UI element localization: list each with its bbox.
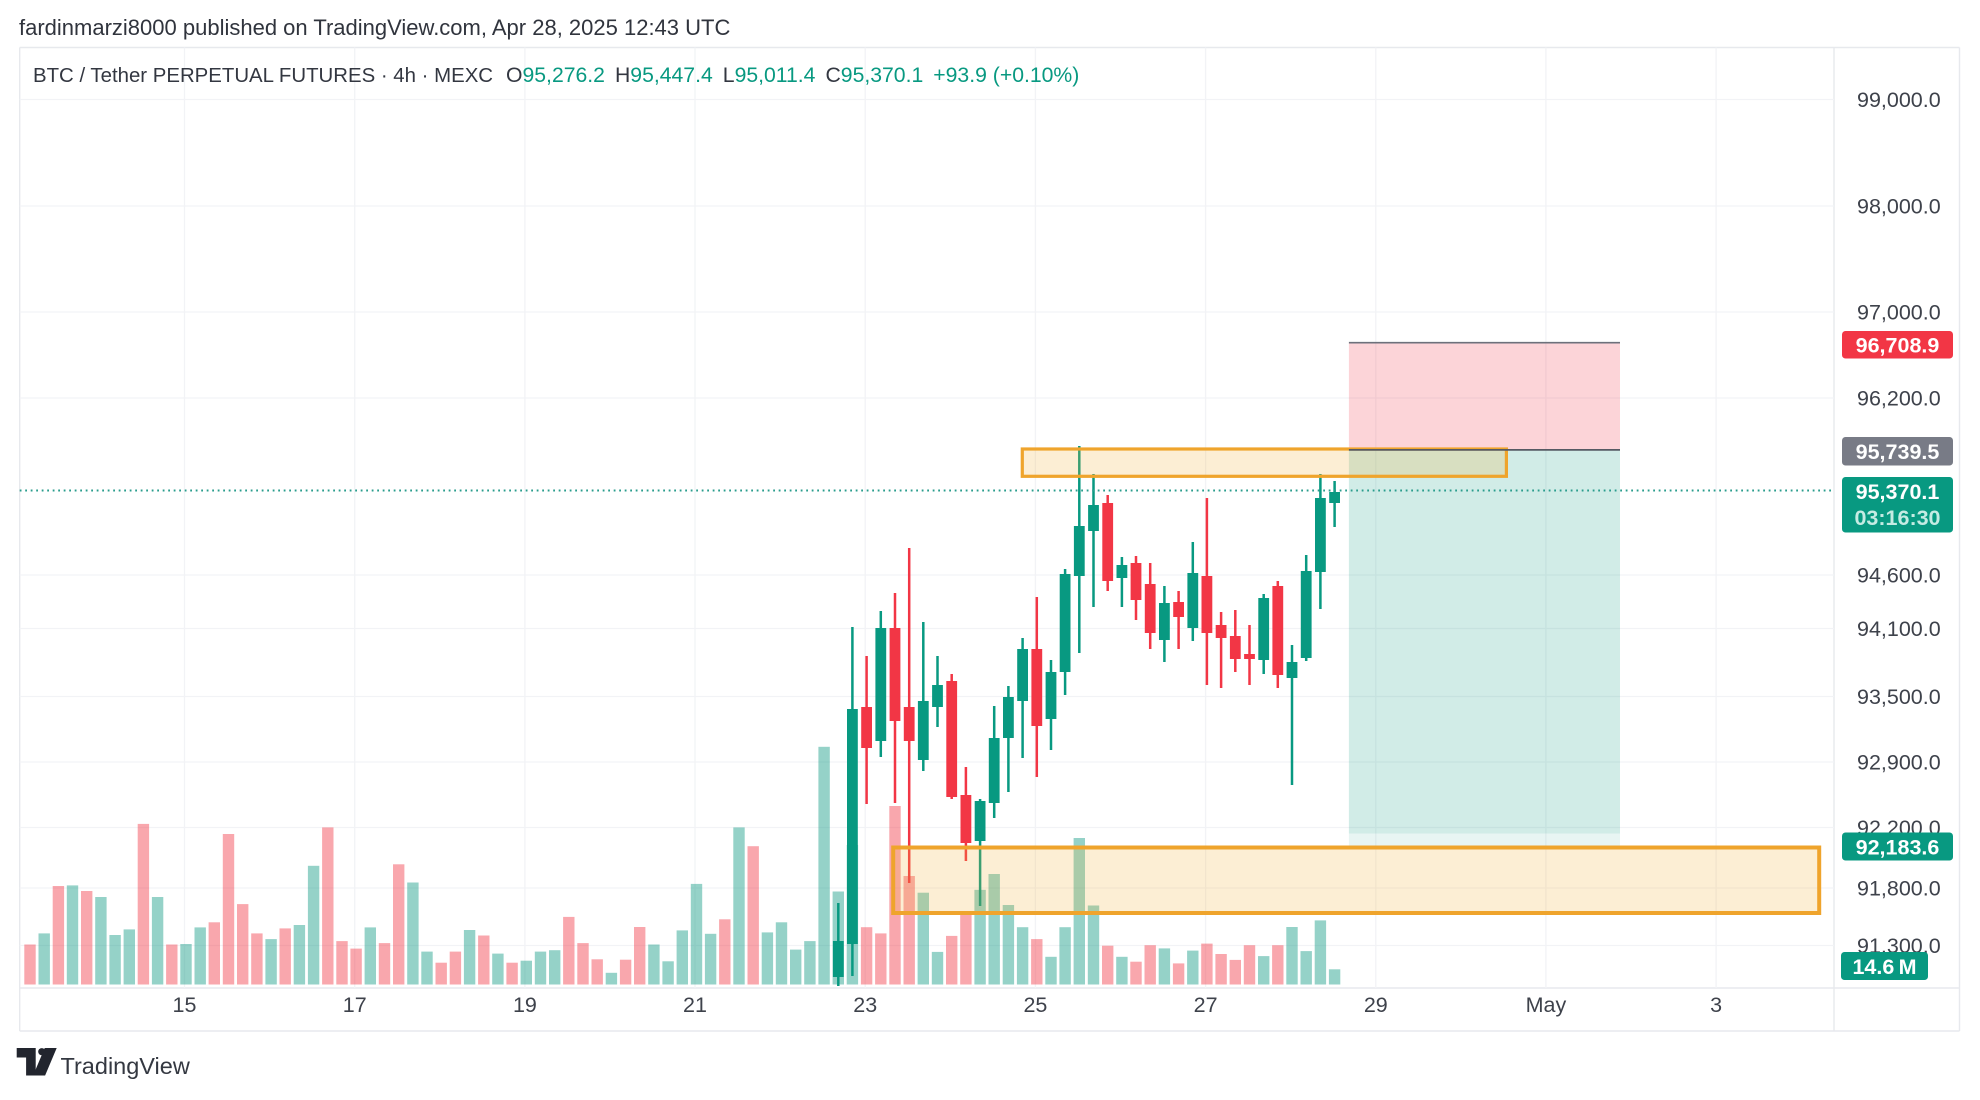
svg-text:98,000.0: 98,000.0 (1857, 195, 1941, 219)
svg-text:23: 23 (853, 993, 877, 1017)
svg-text:94,100.0: 94,100.0 (1857, 617, 1941, 641)
svg-text:May: May (1526, 993, 1567, 1017)
svg-text:97,000.0: 97,000.0 (1857, 301, 1941, 325)
svg-text:3: 3 (1710, 993, 1722, 1017)
svg-text:TradingView: TradingView (61, 1053, 191, 1079)
svg-text:17: 17 (343, 993, 367, 1017)
svg-text:92,900.0: 92,900.0 (1857, 751, 1941, 775)
svg-text:19: 19 (513, 993, 537, 1017)
svg-text:93,500.0: 93,500.0 (1857, 685, 1941, 709)
svg-text:21: 21 (683, 993, 707, 1017)
svg-text:96,200.0: 96,200.0 (1857, 387, 1941, 411)
svg-text:96,708.9: 96,708.9 (1856, 334, 1940, 358)
svg-text:03:16:30: 03:16:30 (1854, 506, 1940, 530)
svg-text:27: 27 (1194, 993, 1218, 1017)
svg-text:91,800.0: 91,800.0 (1857, 877, 1941, 901)
svg-text:25: 25 (1023, 993, 1047, 1017)
svg-text:BTC / Tether PERPETUAL FUTURES: BTC / Tether PERPETUAL FUTURES · 4h · ME… (33, 65, 493, 87)
svg-text:29: 29 (1364, 993, 1388, 1017)
svg-text:95,739.5: 95,739.5 (1856, 440, 1940, 464)
svg-text:99,000.0: 99,000.0 (1857, 88, 1941, 112)
svg-text:95,370.1: 95,370.1 (1856, 480, 1940, 504)
svg-text:15: 15 (173, 993, 197, 1017)
svg-text:14.6 M: 14.6 M (1852, 955, 1916, 979)
svg-text:92,183.6: 92,183.6 (1856, 836, 1940, 860)
svg-text:fardinmarzi8000 published on T: fardinmarzi8000 published on TradingView… (19, 15, 730, 40)
svg-text:94,600.0: 94,600.0 (1857, 564, 1941, 588)
